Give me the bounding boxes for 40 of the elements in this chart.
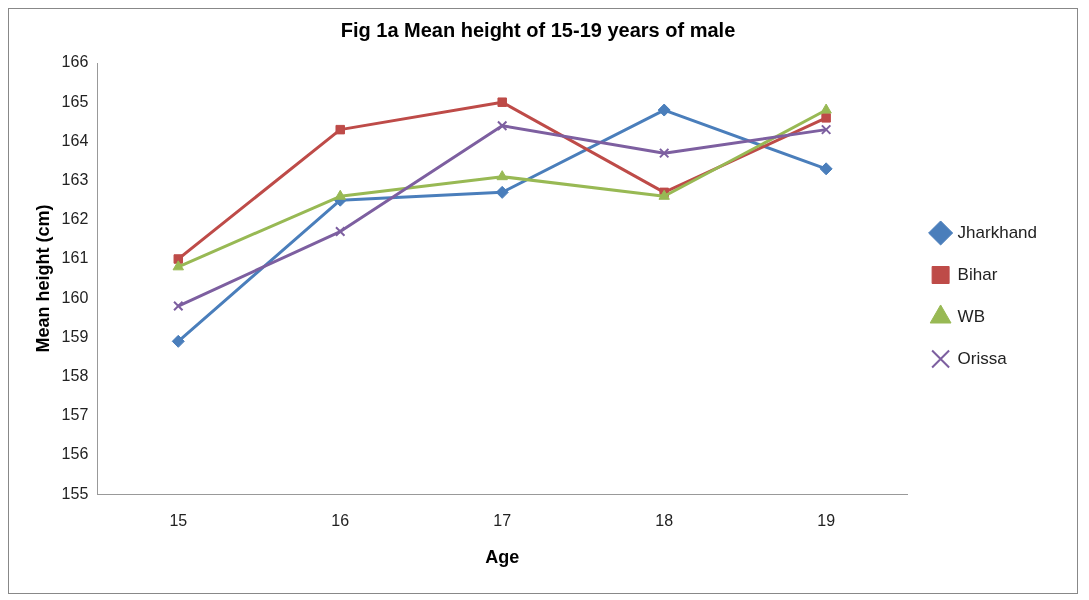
point xyxy=(496,170,508,181)
x-tick-label: 15 xyxy=(169,512,188,530)
y-axis-title: Mean height (cm) xyxy=(32,204,53,353)
x-tick-label: 17 xyxy=(493,512,512,530)
y-tick-label: 156 xyxy=(61,445,89,463)
point xyxy=(657,103,671,117)
y-tick-label: 163 xyxy=(61,171,89,189)
y-tick-label: 166 xyxy=(61,53,89,71)
y-tick-label: 157 xyxy=(61,406,89,424)
point xyxy=(335,226,346,237)
chart-title: Fig 1a Mean height of 15-19 years of male xyxy=(340,18,736,41)
y-tick-label: 155 xyxy=(61,484,89,502)
y-tick-label: 160 xyxy=(61,288,89,306)
point xyxy=(173,300,184,312)
point xyxy=(497,97,507,107)
point xyxy=(495,185,509,199)
y-tick-label: 159 xyxy=(61,327,89,345)
x-tick-label: 19 xyxy=(817,512,836,530)
point xyxy=(821,113,831,123)
point xyxy=(335,124,345,135)
x-axis-title: Age xyxy=(485,547,520,568)
point xyxy=(172,260,184,271)
legend-label: Bihar xyxy=(957,264,998,284)
point xyxy=(173,254,184,264)
legend-label: Jharkhand xyxy=(957,222,1037,242)
point xyxy=(820,103,832,114)
point xyxy=(658,147,670,159)
x-tick-label: 16 xyxy=(331,512,350,530)
x-tick-label: 18 xyxy=(655,512,674,530)
y-tick-label: 161 xyxy=(61,249,89,267)
point xyxy=(819,162,833,176)
point xyxy=(496,120,508,131)
point xyxy=(171,334,185,348)
y-tick-label: 164 xyxy=(61,131,89,149)
legend-label: Orissa xyxy=(957,348,1008,368)
point xyxy=(820,124,832,135)
y-tick-label: 158 xyxy=(61,367,89,385)
y-tick-label: 165 xyxy=(61,92,89,110)
y-tick-label: 162 xyxy=(61,210,89,228)
legend-label: WB xyxy=(957,306,985,326)
